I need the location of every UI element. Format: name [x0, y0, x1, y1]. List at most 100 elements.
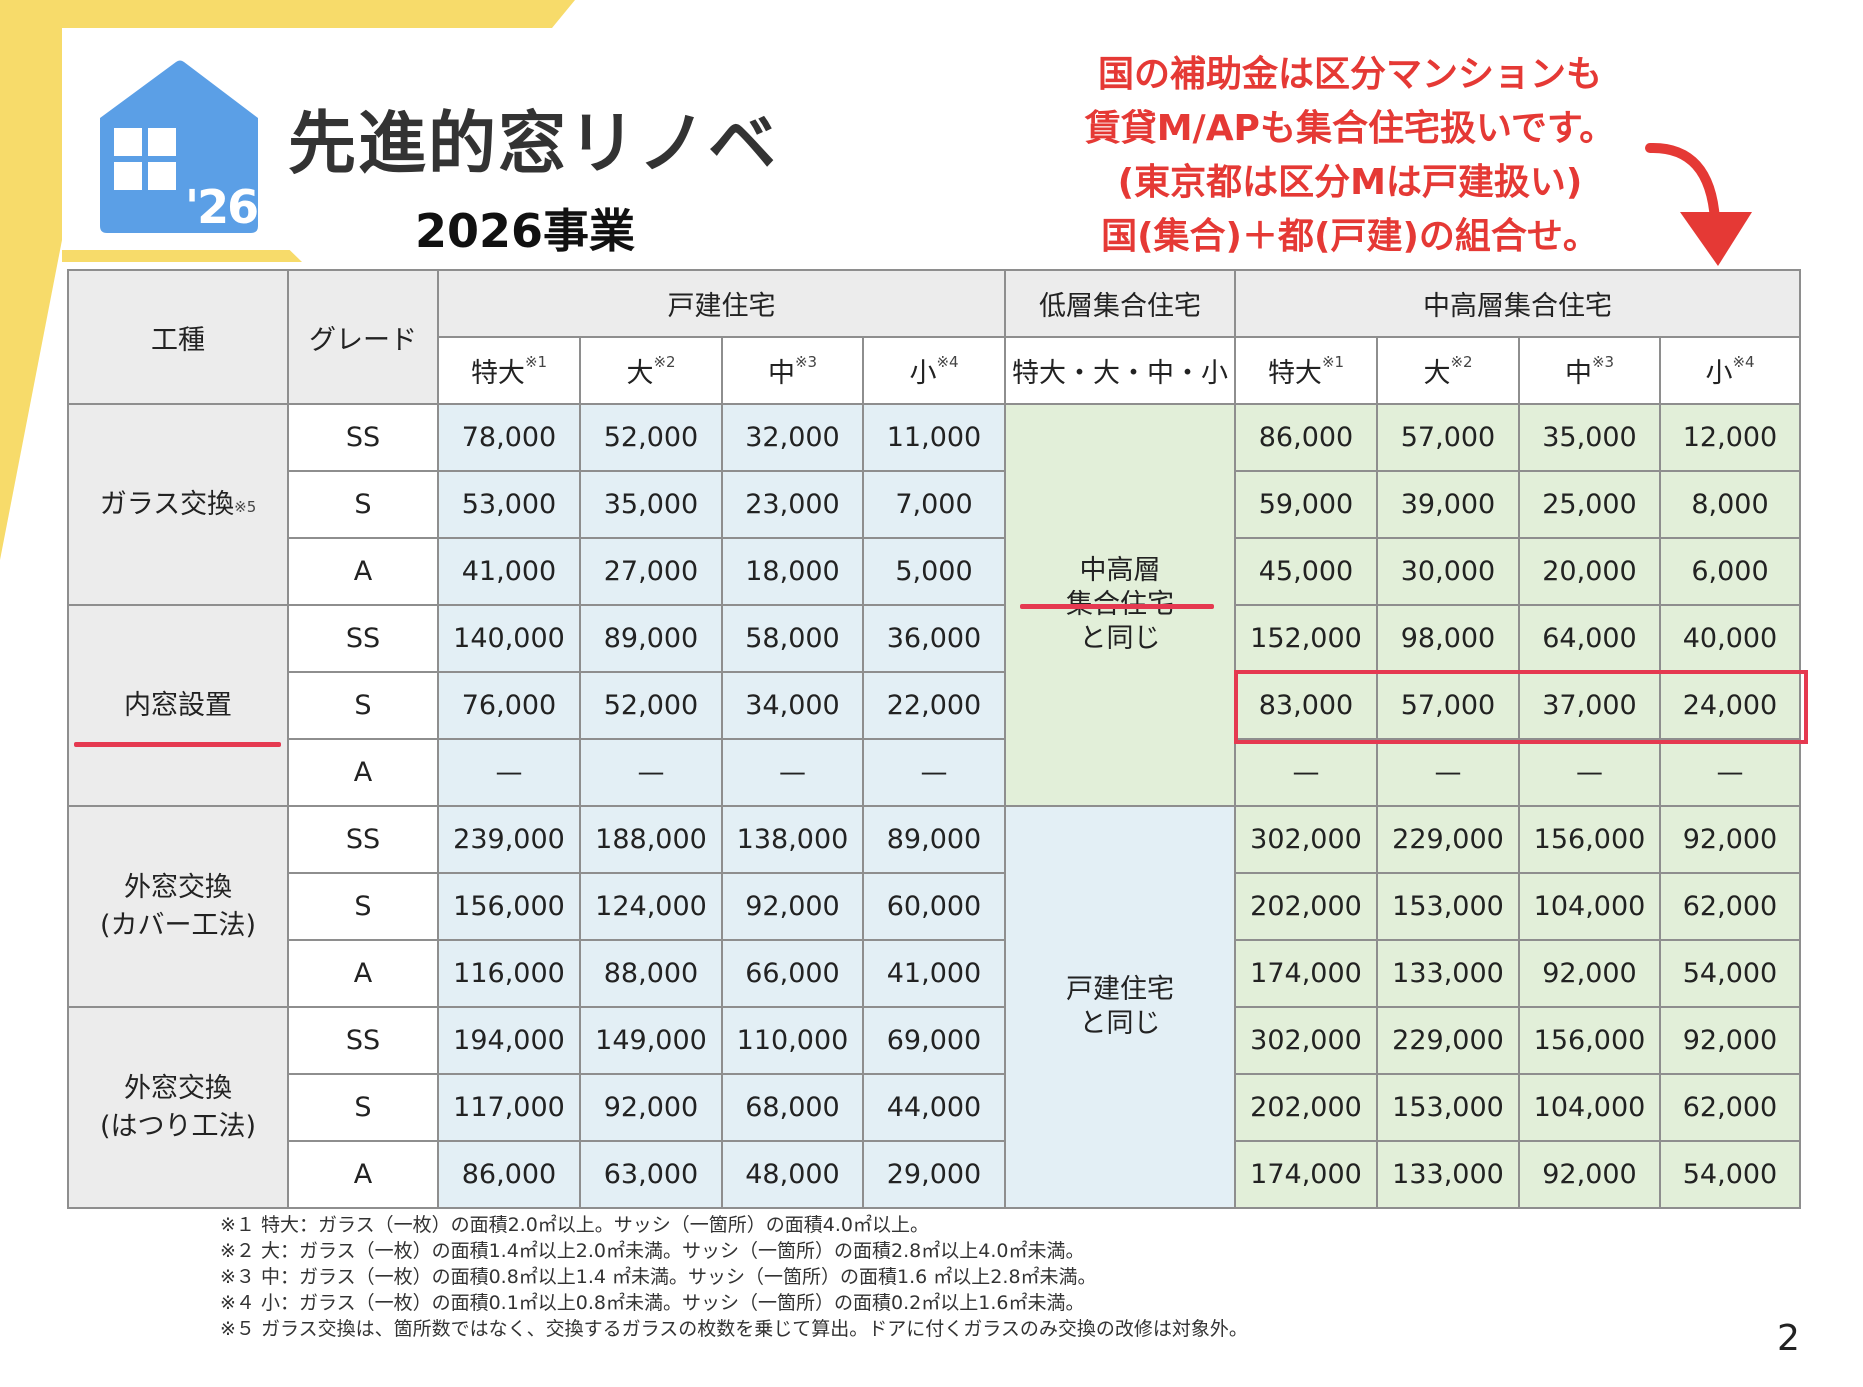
value-cell: 32,000 [721, 403, 864, 472]
value-cell: 152,000 [1234, 604, 1378, 673]
value-cell: — [1518, 738, 1661, 807]
value-cell: 92,000 [1518, 1140, 1661, 1209]
header-size-l: 大※2 [579, 336, 723, 405]
value-cell: — [1376, 738, 1520, 807]
value-cell: 53,000 [437, 470, 581, 539]
value-cell: 57,000 [1376, 403, 1520, 472]
value-cell: 124,000 [579, 872, 723, 941]
value-cell: 30,000 [1376, 537, 1520, 606]
value-cell: — [721, 738, 864, 807]
value-cell: 76,000 [437, 671, 581, 740]
value-cell: 12,000 [1659, 403, 1801, 472]
header-mid-high-rise: 中高層集合住宅 [1234, 269, 1801, 338]
header-size-m: 中※3 [1518, 336, 1661, 405]
value-cell: 45,000 [1234, 537, 1378, 606]
value-cell: 104,000 [1518, 1073, 1661, 1142]
value-cell: 64,000 [1518, 604, 1661, 673]
footnote: ※２ 大：ガラス（一枚）の面積1.4㎡以上2.0㎡未満。サッシ（一箇所）の面積2… [220, 1240, 1085, 1262]
value-cell: 116,000 [437, 939, 581, 1008]
value-cell: 156,000 [1518, 805, 1661, 874]
value-cell: 11,000 [862, 403, 1006, 472]
value-cell: 133,000 [1376, 1140, 1520, 1209]
header-low-rise: 低層集合住宅 [1004, 269, 1236, 338]
value-cell: 140,000 [437, 604, 581, 673]
category-inner-window: 内窓設置 [67, 604, 289, 807]
value-cell: 153,000 [1376, 1073, 1520, 1142]
table-row: S 156,000 124,000 92,000 60,000 202,000 … [68, 872, 1801, 941]
red-highlight-box [1234, 670, 1808, 744]
value-cell: 35,000 [1518, 403, 1661, 472]
table-row: A — — — — — — — — [68, 738, 1801, 807]
red-note: 国の補助金は区分マンションも 賃貸M/APも集合住宅扱いです。 (東京都は区分M… [1030, 48, 1670, 264]
value-cell: 54,000 [1659, 1140, 1801, 1209]
footnote: ※３ 中：ガラス（一枚）の面積0.8㎡以上1.4 ㎡未満。サッシ（一箇所）の面積… [220, 1266, 1097, 1288]
value-cell: 92,000 [1518, 939, 1661, 1008]
value-cell: 6,000 [1659, 537, 1801, 606]
value-cell: — [862, 738, 1006, 807]
header-size-m: 中※3 [721, 336, 864, 405]
value-cell: 52,000 [579, 403, 723, 472]
house-logo-icon [100, 60, 258, 233]
value-cell: — [1234, 738, 1378, 807]
red-underline-inner-window [74, 742, 281, 747]
value-cell: 8,000 [1659, 470, 1801, 539]
category-outer-hatsuri: 外窓交換 (はつり工法) [67, 1006, 289, 1209]
value-cell: 18,000 [721, 537, 864, 606]
value-cell: 174,000 [1234, 939, 1378, 1008]
footnote: ※１ 特大：ガラス（一枚）の面積2.0㎡以上。サッシ（一箇所）の面積4.0㎡以上… [220, 1214, 930, 1236]
value-cell: 92,000 [579, 1073, 723, 1142]
value-cell: 89,000 [579, 604, 723, 673]
value-cell: 23,000 [721, 470, 864, 539]
curved-arrow-icon [1645, 142, 1752, 266]
value-cell: 156,000 [437, 872, 581, 941]
value-cell: 92,000 [721, 872, 864, 941]
value-cell: 202,000 [1234, 872, 1378, 941]
value-cell: 83,000 [1234, 671, 1378, 740]
value-cell: 66,000 [721, 939, 864, 1008]
value-cell: 41,000 [862, 939, 1006, 1008]
grade-cell: SS [287, 403, 439, 472]
table-row: A 116,000 88,000 66,000 41,000 174,000 1… [68, 939, 1801, 1008]
value-cell: 41,000 [437, 537, 581, 606]
category-glass: ガラス交換※5 [67, 403, 289, 606]
table-row: S 117,000 92,000 68,000 44,000 202,000 1… [68, 1073, 1801, 1142]
value-cell: 194,000 [437, 1006, 581, 1075]
value-cell: 60,000 [862, 872, 1006, 941]
value-cell: 68,000 [721, 1073, 864, 1142]
footnote: ※４ 小：ガラス（一枚）の面積0.1㎡以上0.8㎡未満。サッシ（一箇所）の面積0… [220, 1292, 1085, 1314]
value-cell: 24,000 [1659, 671, 1801, 740]
table-row: ガラス交換※5 SS 78,000 52,000 32,000 11,000 中… [67, 403, 1801, 807]
low-rise-same-as-detached: 戸建住宅 と同じ [1004, 805, 1236, 1209]
value-cell: 202,000 [1234, 1073, 1378, 1142]
value-cell: — [579, 738, 723, 807]
value-cell: 52,000 [579, 671, 723, 740]
value-cell: 57,000 [1376, 671, 1520, 740]
note-line: 賃貸M/APも集合住宅扱いです。 [1084, 108, 1616, 149]
value-cell: 133,000 [1376, 939, 1520, 1008]
value-cell: — [1659, 738, 1801, 807]
grade-cell: A [287, 537, 439, 606]
value-cell: 153,000 [1376, 872, 1520, 941]
value-cell: 39,000 [1376, 470, 1520, 539]
value-cell: 48,000 [721, 1140, 864, 1209]
value-cell: 239,000 [437, 805, 581, 874]
table-row: A 41,000 27,000 18,000 5,000 45,000 30,0… [68, 537, 1801, 606]
value-cell: 35,000 [579, 470, 723, 539]
value-cell: 302,000 [1234, 805, 1378, 874]
value-cell: 88,000 [579, 939, 723, 1008]
value-cell: 229,000 [1376, 1006, 1520, 1075]
header-size-s: 小※4 [862, 336, 1006, 405]
grade-cell: A [287, 738, 439, 807]
value-cell: 98,000 [1376, 604, 1520, 673]
value-cell: 54,000 [1659, 939, 1801, 1008]
value-cell: 229,000 [1376, 805, 1520, 874]
note-line: 国(集合)＋都(戸建)の組合せ。 [1101, 216, 1599, 257]
value-cell: 40,000 [1659, 604, 1801, 673]
value-cell: 188,000 [579, 805, 723, 874]
category-outer-cover: 外窓交換 (カバー工法) [67, 805, 289, 1008]
footnote: ※５ ガラス交換は、箇所数ではなく、交換するガラスの枚数を乗じて算出。ドアに付く… [220, 1318, 1248, 1340]
header-size-xl: 特大※1 [437, 336, 581, 405]
header-size-l: 大※2 [1376, 336, 1520, 405]
value-cell: 25,000 [1518, 470, 1661, 539]
table-row: 内窓設置 SS 140,000 89,000 58,000 36,000 152… [67, 604, 1801, 807]
